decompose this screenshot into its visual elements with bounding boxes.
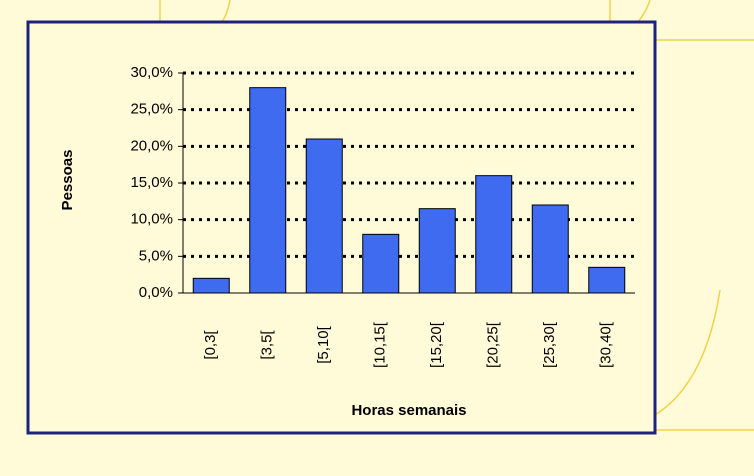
x-tick-label: [3,5[ [259,330,276,360]
x-axis-title: Horas semanais [351,402,466,419]
x-tick-label: [10,15[ [372,321,389,368]
y-tick-label: 5,0% [139,247,173,264]
bar [192,277,230,294]
x-tick-label: [0,3[ [202,330,219,360]
y-tick-label: 25,0% [130,101,173,118]
bar [249,87,287,294]
bar [475,175,513,294]
bar [418,208,456,294]
bar [588,266,626,294]
x-tick-label: [5,10[ [315,325,332,363]
x-tick-label: [25,30[ [541,321,558,368]
bar [362,233,400,294]
y-tick-label: 15,0% [130,174,173,191]
y-tick-label: 30,0% [130,64,173,81]
y-tick-label: 10,0% [130,211,173,228]
x-tick-label: [15,20[ [428,321,445,368]
y-axis-title: Pessoas [59,150,76,211]
bar [531,204,569,294]
y-tick-label: 0,0% [139,284,173,301]
bar [305,138,343,294]
x-tick-label: [20,25[ [485,321,502,368]
y-tick-label: 20,0% [130,137,173,154]
x-tick-label: [30,40[ [598,321,615,368]
